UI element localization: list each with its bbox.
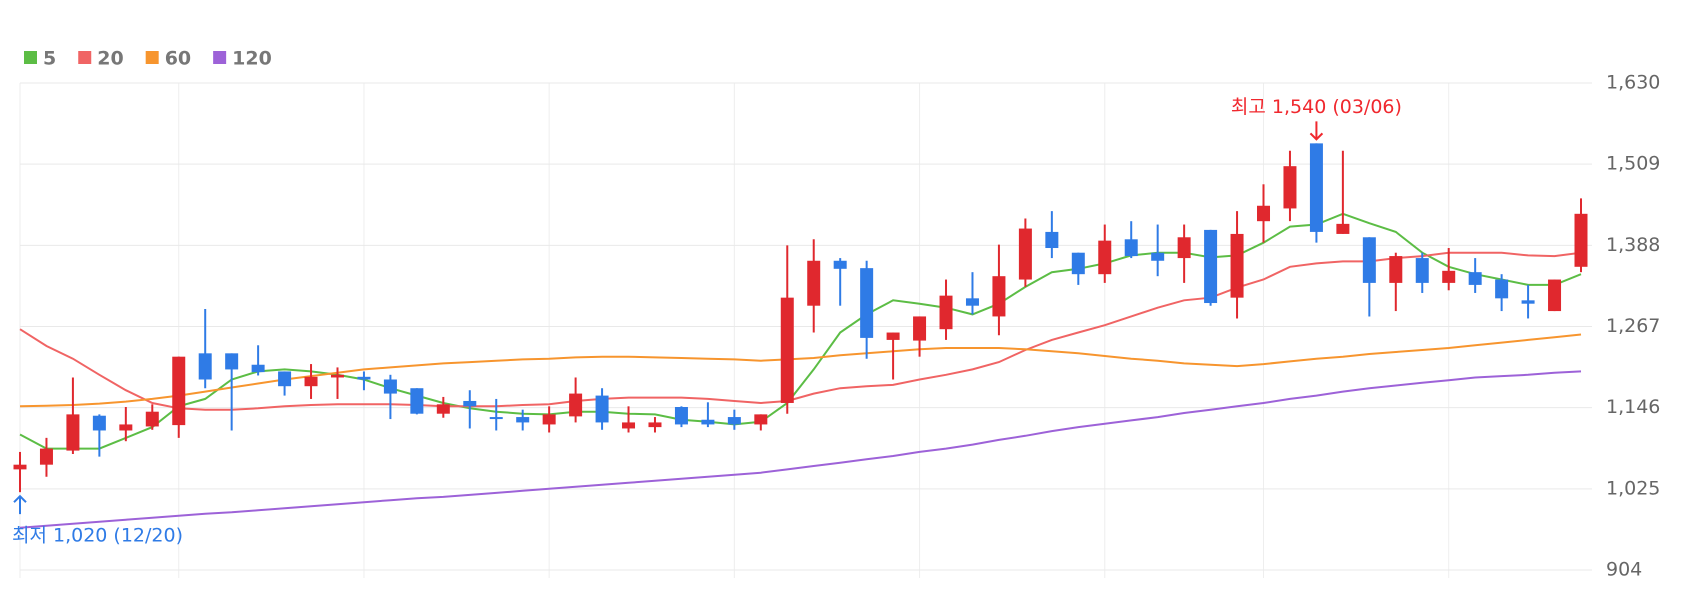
candle-body [66,414,80,451]
candle-body [1415,258,1429,283]
candle-body [463,400,477,407]
candle-body [701,419,715,425]
y-tick-label: 1,630 [1606,72,1660,94]
candle-body [780,297,794,403]
candle-body [172,356,186,426]
candle-body [1045,231,1059,249]
candle-body [1468,272,1482,285]
candle-body [860,268,874,338]
candle-body [992,276,1006,317]
legend-swatch [24,51,37,64]
candle-body [727,417,741,425]
candle-body [1071,252,1085,275]
candle-body [330,374,344,378]
candle-body [1177,237,1191,259]
candle-body [1283,166,1297,209]
legend-label: 60 [165,48,191,70]
candle-body [833,260,847,269]
moving-average-line [19,212,1582,450]
legend-item: 120 [213,48,272,70]
candle-body [807,260,821,306]
candle-body [278,371,292,387]
candle-body [119,424,133,431]
candle-body [92,415,106,431]
moving-average-line [19,370,1582,529]
high-annotation: 최고 1,540 (03/06) [1231,96,1402,118]
candle-body [595,395,609,423]
legend-item: 5 [24,48,56,70]
candle-body [13,464,27,470]
y-tick-label: 1,146 [1606,396,1660,418]
candle-body [913,316,927,341]
candle-body [1442,270,1456,283]
candle-body [886,332,900,340]
candle-body [1362,237,1376,283]
candle-body [383,379,397,394]
candle-body [1574,213,1588,267]
candle-body [1495,279,1509,299]
candle-body [754,414,768,425]
candle-body [1230,233,1244,298]
candle-body [251,364,265,373]
candle-body [1389,256,1403,283]
candle-body [357,376,371,380]
legend-swatch [145,51,159,64]
moving-average-line [19,251,1582,411]
candle-body [1309,143,1323,232]
candle-body [198,353,212,380]
y-tick-label: 904 [1606,559,1642,581]
low-arrow [13,494,27,515]
candle-body [622,422,636,429]
y-tick-label: 1,267 [1606,315,1660,337]
candle-body [1124,239,1138,257]
candle-body [569,393,583,417]
candle-body [1151,252,1165,261]
legend-swatch [78,51,92,64]
candle-body [939,295,953,330]
high-arrow [1309,121,1324,141]
low-annotation: 최저 1,020 (12/20) [12,525,183,547]
candle-body [516,417,530,423]
candle-body [674,406,688,425]
legend-label: 20 [97,48,123,70]
candle-body [489,417,503,420]
candle-body [1548,279,1562,312]
legend-item: 60 [145,48,191,70]
candle-body [1521,300,1535,304]
y-tick-label: 1,025 [1606,477,1660,499]
legend-label: 5 [43,48,56,70]
candle-body [436,404,450,414]
legend-label: 120 [232,48,272,70]
candle-body [1098,240,1112,275]
candle-body [542,414,556,425]
candle-body [304,376,318,387]
candle-body [648,422,662,428]
y-tick-label: 1,388 [1606,234,1660,256]
candle-body [1018,228,1032,280]
legend-item: 20 [78,48,124,70]
candle-body [39,448,53,465]
candle-body [1336,223,1350,234]
y-tick-label: 1,509 [1606,153,1660,175]
candle-body [1257,205,1271,222]
candle-body [225,353,239,370]
candle-body [410,388,424,414]
candle-body [1204,229,1218,304]
legend-swatch [213,51,227,64]
candle-body [145,411,159,427]
candle-body [965,298,979,306]
